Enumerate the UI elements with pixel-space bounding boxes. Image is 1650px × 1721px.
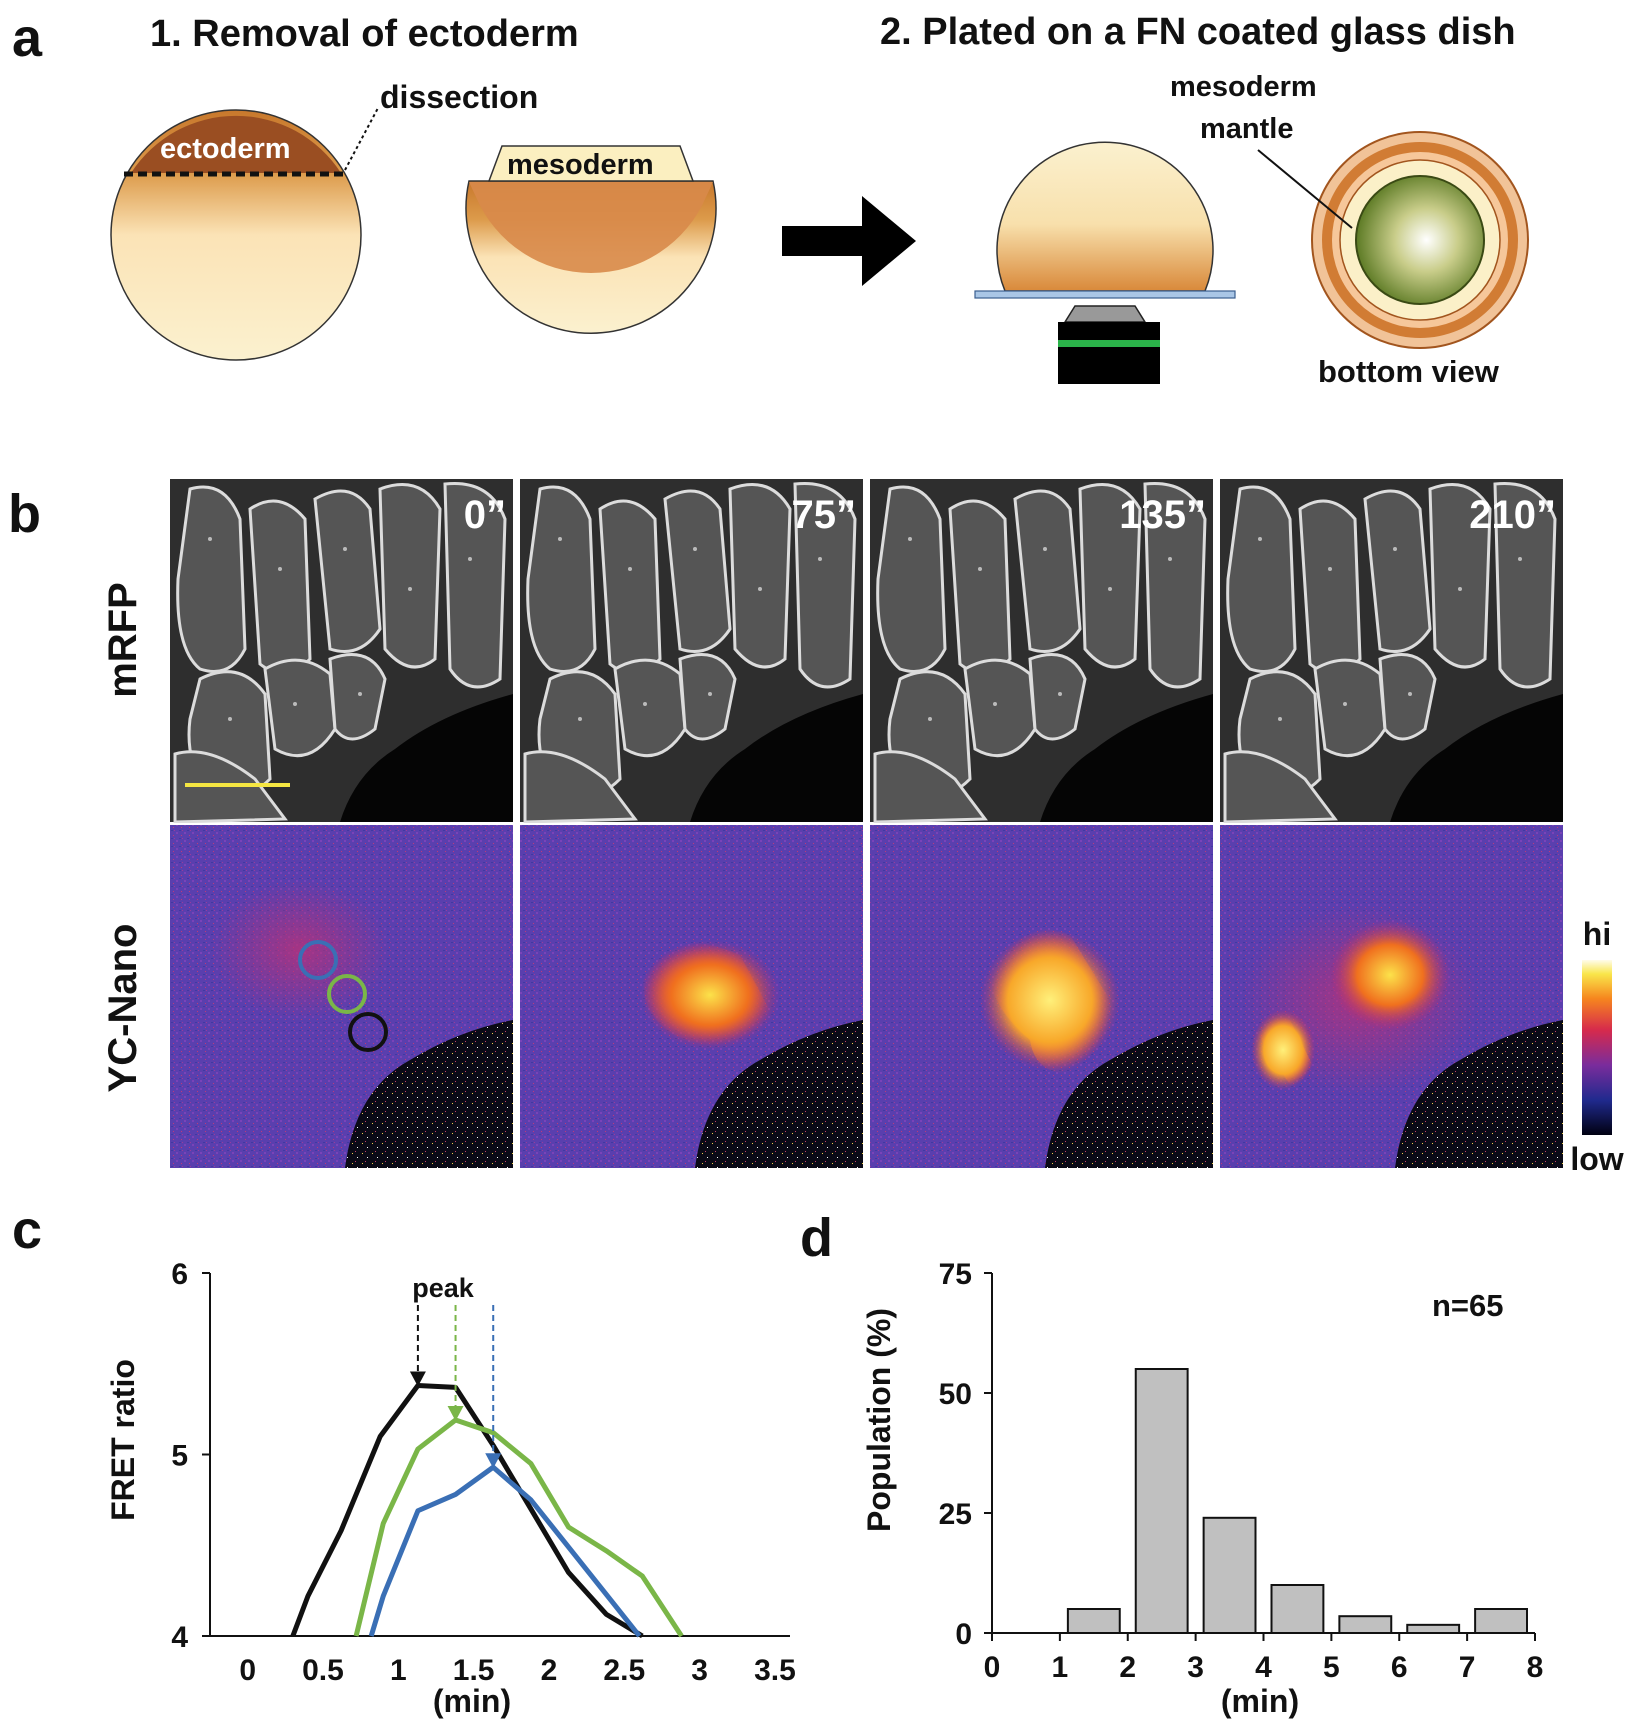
chart-d-ylabel: Population (%) xyxy=(861,1308,897,1532)
yc-nano-image-210 xyxy=(1220,825,1563,1168)
bottom-view-diagram: mesoderm mantle bottom view xyxy=(1170,71,1529,389)
step2-title: 2. Plated on a FN coated glass dish xyxy=(880,11,1516,53)
chart-c-xtick: 3.5 xyxy=(754,1654,796,1687)
chart-c-xlabel: (min) xyxy=(433,1683,511,1719)
plated-embryo-diagram xyxy=(974,141,1236,384)
yc-nano-image-75 xyxy=(520,825,863,1168)
timepoint-75: 75” xyxy=(792,493,857,537)
chart-d-ytick: 0 xyxy=(955,1618,972,1651)
chart-d-bar xyxy=(1474,1608,1528,1634)
chart-d-ytick: 25 xyxy=(939,1498,972,1531)
timepoint-210: 210” xyxy=(1469,493,1556,537)
chart-c-xtick: 2.5 xyxy=(603,1654,645,1687)
mesoderm-label: mesoderm xyxy=(507,149,654,181)
chart-d-xtick: 3 xyxy=(1187,1651,1204,1684)
whole-embryo-diagram: ectoderm dissection xyxy=(110,79,538,361)
timepoint-0: 0” xyxy=(464,493,506,537)
objective-lens xyxy=(1058,305,1160,384)
chart-c-peak-marker xyxy=(447,1406,464,1422)
chart-d-xlabel: (min) xyxy=(1221,1683,1299,1719)
chart-c-xtick: 0 xyxy=(239,1654,256,1687)
chart-d-bar xyxy=(1202,1516,1257,1635)
mesoderm-mantle-label-2: mantle xyxy=(1200,113,1293,145)
chart-c-peak-marker xyxy=(485,1453,502,1469)
chart-d-xtick: 6 xyxy=(1391,1651,1408,1684)
chart-c-ytick: 5 xyxy=(171,1440,188,1473)
chart-d-bar xyxy=(1134,1368,1189,1634)
chart-d-ytick: 75 xyxy=(939,1258,972,1291)
panel-c-letter: c xyxy=(12,1200,42,1260)
chart-d-xtick: 2 xyxy=(1119,1651,1136,1684)
chart-c-ytick: 6 xyxy=(171,1258,188,1291)
mrfp-image-0 xyxy=(170,478,513,823)
peak-label: peak xyxy=(412,1273,475,1303)
mesoderm-mantle-label-1: mesoderm xyxy=(1170,71,1317,103)
chart-d-bar xyxy=(1270,1584,1325,1634)
row-label-yc-nano: YC-Nano xyxy=(101,924,145,1093)
chart-d-bar xyxy=(1066,1608,1121,1634)
chart-c-xtick: 0.5 xyxy=(302,1654,344,1687)
colorbar: hi low xyxy=(1570,916,1623,1177)
colorbar-low-label: low xyxy=(1570,1141,1623,1177)
colorbar-hi-label: hi xyxy=(1583,916,1611,952)
panel-b: b mRFP YC-Nano 0” 75” 135” 210” xyxy=(8,478,1624,1177)
chart-c-ytick: 4 xyxy=(171,1621,188,1654)
chart-d-xtick: 8 xyxy=(1527,1651,1544,1684)
roi-blue xyxy=(298,940,338,980)
fret-ratio-chart: c FRET ratio (min) peak 0 0.5 1 1.5 2 2.5 3 3.5… xyxy=(12,1200,796,1719)
panel-a-letter: a xyxy=(12,8,43,68)
chart-d-bar xyxy=(1338,1615,1393,1634)
yc-nano-image-row xyxy=(170,825,1563,1168)
panel-a: a 1. Removal of ectoderm 2. Plated on a … xyxy=(12,8,1529,389)
chart-d-xtick: 4 xyxy=(1255,1651,1272,1684)
population-histogram: d Population (%) (min) n=65 0 1 2 3 4 5 6 7 8 0 25… xyxy=(800,1208,1543,1719)
roi-black xyxy=(348,1012,388,1052)
mrfp-image-row: 0” 75” 135” 210” xyxy=(170,478,1563,823)
chart-c-xtick: 2 xyxy=(541,1654,558,1687)
chart-d-ytick: 50 xyxy=(939,1378,972,1411)
step1-title: 1. Removal of ectoderm xyxy=(150,13,579,55)
yc-nano-image-0 xyxy=(170,825,513,1168)
chart-c-xtick: 1.5 xyxy=(453,1654,495,1687)
panel-d-letter: d xyxy=(800,1208,833,1268)
mantle-pointer xyxy=(1257,149,1353,229)
chart-c-ylabel: FRET ratio xyxy=(105,1359,141,1521)
row-label-mrfp: mRFP xyxy=(101,582,145,698)
chart-c-series-line xyxy=(353,1417,684,1638)
chart-c-peak-marker xyxy=(409,1371,426,1387)
timepoint-135: 135” xyxy=(1119,493,1206,537)
dissection-label: dissection xyxy=(380,79,538,115)
roi-green xyxy=(327,974,367,1014)
dissection-pointer xyxy=(344,107,379,171)
arrow-icon xyxy=(782,196,916,286)
bottom-view-label: bottom view xyxy=(1318,354,1500,389)
chart-d-bar xyxy=(1406,1623,1461,1634)
glass-dish xyxy=(974,290,1236,299)
chart-c-xtick: 1 xyxy=(390,1654,407,1687)
dissected-embryo-diagram: mesoderm xyxy=(465,145,717,334)
chart-c-xtick: 3 xyxy=(691,1654,708,1687)
chart-d-xtick: 5 xyxy=(1323,1651,1340,1684)
chart-d-xtick: 0 xyxy=(984,1651,1001,1684)
chart-c-series-line xyxy=(368,1464,642,1638)
yc-nano-image-135 xyxy=(870,825,1213,1168)
ectoderm-label: ectoderm xyxy=(160,133,291,165)
chart-d-xtick: 7 xyxy=(1459,1651,1476,1684)
chart-d-xtick: 1 xyxy=(1052,1651,1069,1684)
panel-b-letter: b xyxy=(8,484,41,544)
n-label: n=65 xyxy=(1432,1288,1504,1323)
